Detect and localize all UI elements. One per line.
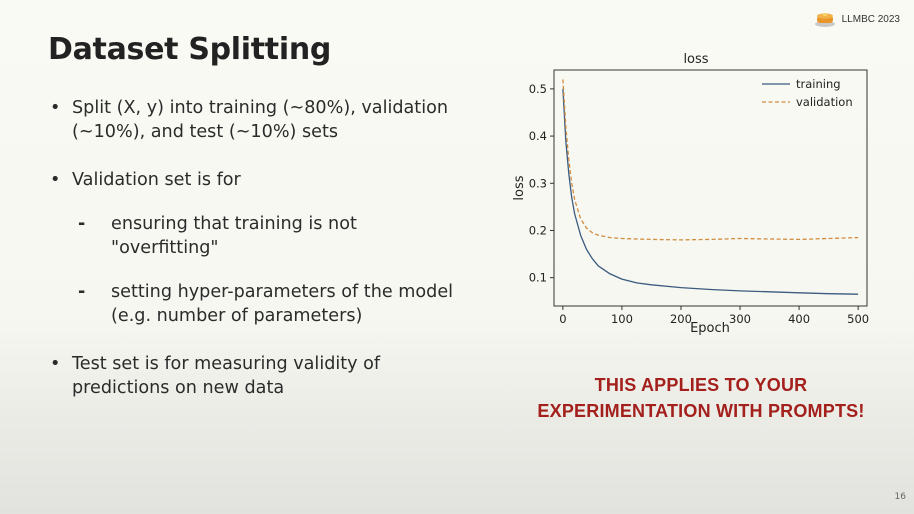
bullet-test-set: Test set is for measuring validity of pr… — [50, 352, 460, 400]
chart-title: loss — [683, 52, 708, 67]
pancake-icon — [814, 10, 836, 28]
x-tick-label: 0 — [559, 312, 566, 326]
x-tick-label: 300 — [729, 312, 751, 326]
y-tick-label: 0.4 — [529, 129, 547, 143]
bullet-validation: Validation set is for — [50, 168, 460, 192]
x-tick-label: 200 — [670, 312, 692, 326]
bullet-split: Split (X, y) into training (~80%), valid… — [50, 96, 460, 144]
x-tick-label: 500 — [847, 312, 869, 326]
x-axis-label: Epoch — [690, 321, 730, 336]
y-tick-label: 0.2 — [529, 223, 547, 237]
series-line-validation — [562, 79, 859, 241]
loss-chart: loss 0.1 0.2 0.3 0.4 0.5 0 100 200 300 400 500 Ep… — [512, 52, 869, 336]
y-tick-label: 0.3 — [529, 176, 547, 190]
y-tick-label: 0.5 — [529, 82, 547, 96]
chart-legend: training validation — [762, 77, 853, 109]
page-number: 16 — [894, 492, 906, 502]
legend-label-training: training — [796, 77, 841, 91]
y-axis-label: loss — [512, 175, 527, 200]
y-tick-label: 0.1 — [529, 271, 547, 285]
plot-frame — [553, 69, 868, 307]
x-tick-label: 100 — [611, 312, 633, 326]
sub-bullet-hyperparameters: setting hyper-parameters of the model (e… — [78, 280, 460, 328]
x-tick-label: 400 — [788, 312, 810, 326]
slide-title: Dataset Splitting — [48, 32, 332, 67]
callout-text: THIS APPLIES TO YOUR EXPERIMENTATION WIT… — [537, 375, 865, 421]
bullet-list: Split (X, y) into training (~80%), valid… — [50, 96, 460, 424]
legend-label-validation: validation — [796, 95, 853, 109]
badge-label: LLMBC 2023 — [841, 13, 900, 25]
sub-bullet-overfitting: ensuring that training is not "overfitti… — [78, 212, 460, 260]
series-line-training — [562, 88, 859, 295]
conference-badge: LLMBC 2023 — [814, 10, 900, 28]
